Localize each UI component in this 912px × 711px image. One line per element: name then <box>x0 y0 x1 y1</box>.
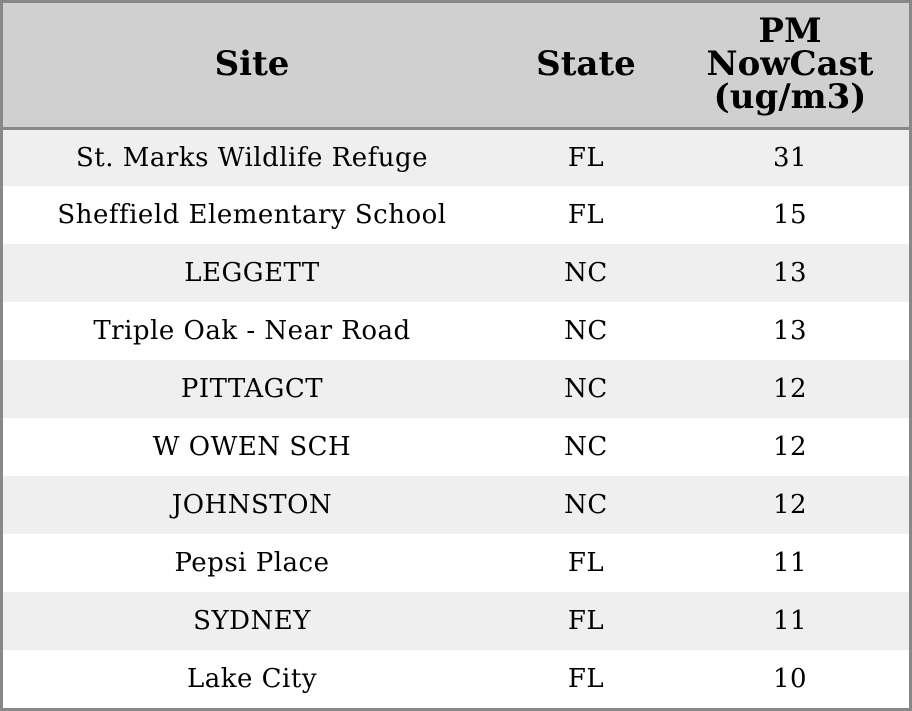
cell-state: NC <box>564 432 608 462</box>
table-row: SYDNEY FL 11 <box>3 592 909 650</box>
header-site-line: Site <box>214 44 290 85</box>
header-row: Site State PM NowCast (ug/m3) <box>3 3 909 130</box>
table-row: Lake City FL 10 <box>3 650 909 708</box>
header-pm-line-1: PM <box>758 11 822 52</box>
cell-state: FL <box>567 142 605 173</box>
table-row: PITTAGCT NC 12 <box>3 360 909 418</box>
cell-pm-nowcast: 15 <box>772 200 808 230</box>
cell-pm-nowcast: 12 <box>772 374 808 404</box>
table-row: Triple Oak - Near Road NC 13 <box>3 302 909 360</box>
header-pm-line-3: (ug/m3) <box>713 77 867 118</box>
table-row: Sheffield Elementary School FL 15 <box>3 186 909 244</box>
pm-nowcast-table: Site State PM NowCast (ug/m3) St. Marks … <box>3 3 909 708</box>
cell-pm-nowcast: 31 <box>772 142 808 173</box>
cell-state: NC <box>564 490 608 520</box>
header-pm-line-2: NowCast <box>706 44 874 85</box>
cell-site: Pepsi Place <box>174 548 330 578</box>
cell-site: SYDNEY <box>193 606 311 636</box>
cell-site: St. Marks Wildlife Refuge <box>75 142 428 173</box>
cell-state: FL <box>567 548 605 578</box>
cell-state: FL <box>567 664 605 694</box>
table-row: JOHNSTON NC 12 <box>3 476 909 534</box>
table-row: LEGGETT NC 13 <box>3 244 909 302</box>
column-header-site: Site <box>3 3 501 130</box>
header-state-line: State <box>536 44 636 85</box>
cell-state: NC <box>564 316 608 346</box>
cell-pm-nowcast: 11 <box>772 606 808 636</box>
cell-site: LEGGETT <box>184 258 320 288</box>
cell-pm-nowcast: 10 <box>772 664 808 694</box>
table-body: St. Marks Wildlife Refuge FL 31 Sheffield E… <box>3 128 909 708</box>
cell-site: Sheffield Elementary School <box>57 200 447 230</box>
table-row: St. Marks Wildlife Refuge FL 31 <box>3 128 909 186</box>
cell-site: PITTAGCT <box>180 374 324 404</box>
cell-state: FL <box>567 200 605 230</box>
column-header-state: State <box>501 3 671 130</box>
column-header-pm: PM NowCast (ug/m3) <box>671 3 909 130</box>
cell-state: FL <box>567 606 605 636</box>
table-row: Pepsi Place FL 11 <box>3 534 909 592</box>
cell-site: Lake City <box>186 664 318 694</box>
cell-pm-nowcast: 11 <box>772 548 808 578</box>
cell-pm-nowcast: 13 <box>772 258 808 288</box>
cell-state: NC <box>564 258 608 288</box>
cell-pm-nowcast: 12 <box>772 432 808 462</box>
cell-site: Triple Oak - Near Road <box>93 316 411 346</box>
cell-state: NC <box>564 374 608 404</box>
cell-site: JOHNSTON <box>171 490 333 520</box>
cell-site: W OWEN SCH <box>152 432 352 462</box>
table-row: W OWEN SCH NC 12 <box>3 418 909 476</box>
cell-pm-nowcast: 12 <box>772 490 808 520</box>
cell-pm-nowcast: 13 <box>772 316 808 346</box>
